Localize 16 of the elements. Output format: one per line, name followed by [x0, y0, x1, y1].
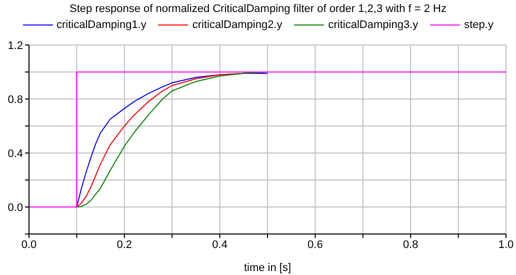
legend-label: criticalDamping3.y [328, 19, 418, 31]
x-tick-label: 0.6 [308, 238, 323, 251]
x-tick-label: 0.8 [402, 238, 418, 251]
y-tick-label: 0.0 [8, 202, 23, 214]
y-tick-label: 1.2 [8, 40, 23, 52]
x-axis-title: time in [s] [244, 262, 292, 274]
x-tick-label: 1.0 [498, 238, 514, 251]
legend-label: step.y [464, 19, 494, 31]
x-tick-label: 0.4 [212, 238, 228, 251]
y-tick-label: 0.4 [8, 148, 23, 160]
x-tick-label: 0.0 [21, 238, 37, 251]
y-tick-label: 0.8 [8, 94, 23, 106]
legend-label: criticalDamping1.y [56, 19, 146, 31]
x-tick-label: 0.2 [116, 238, 132, 251]
chart-title: Step response of normalized CriticalDamping filter of order 1,2,3 with f = 2 Hz [68, 3, 448, 15]
legend-label: criticalDamping2.y [192, 19, 282, 31]
